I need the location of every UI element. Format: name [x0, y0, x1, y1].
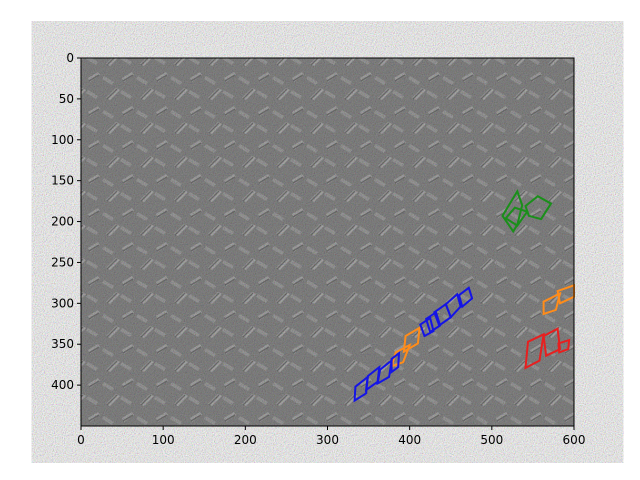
- x-tick-label: 600: [563, 433, 586, 447]
- annotation-green-1: [501, 188, 524, 234]
- x-tick-label: 300: [316, 433, 339, 447]
- annotation-red-3: [557, 338, 571, 354]
- x-tick-label: 400: [398, 433, 421, 447]
- annotation-blue-4: [444, 292, 462, 320]
- annotation-blue-9: [390, 351, 401, 374]
- annotation-blue-8: [353, 374, 370, 403]
- x-tick-label: 0: [77, 433, 85, 447]
- annotation-green-3: [504, 206, 529, 227]
- y-tick-label: 350: [51, 337, 74, 351]
- x-tick-label: 100: [152, 433, 175, 447]
- diamond-plate-pattern: [81, 58, 574, 426]
- y-tick-label: 50: [59, 92, 74, 106]
- annotation-green-2: [524, 194, 553, 221]
- x-tick-label: 500: [480, 433, 503, 447]
- annotation-blue-5: [457, 286, 474, 309]
- annotation-orange-3: [402, 326, 421, 354]
- annotation-layer: [353, 188, 575, 403]
- y-tick-label: 200: [51, 215, 74, 229]
- x-tick-label: 200: [234, 433, 257, 447]
- y-tick-label: 0: [66, 51, 74, 65]
- y-tick-label: 400: [51, 378, 74, 392]
- y-tick-label: 100: [51, 133, 74, 147]
- annotation-orange-2: [542, 291, 562, 316]
- y-tick-label: 250: [51, 255, 74, 269]
- y-axis: 0 50 100 150 200 250 300 350 400: [51, 51, 81, 392]
- annotation-blue-7: [376, 358, 393, 386]
- annotation-red-1: [524, 332, 545, 370]
- y-tick-label: 150: [51, 174, 74, 188]
- y-tick-label: 300: [51, 296, 74, 310]
- plot-area: [80, 57, 575, 427]
- x-axis: 0 100 200 300 400 500 600: [77, 426, 585, 447]
- annotation-red-2: [542, 327, 562, 358]
- annotation-orange-4: [390, 342, 412, 368]
